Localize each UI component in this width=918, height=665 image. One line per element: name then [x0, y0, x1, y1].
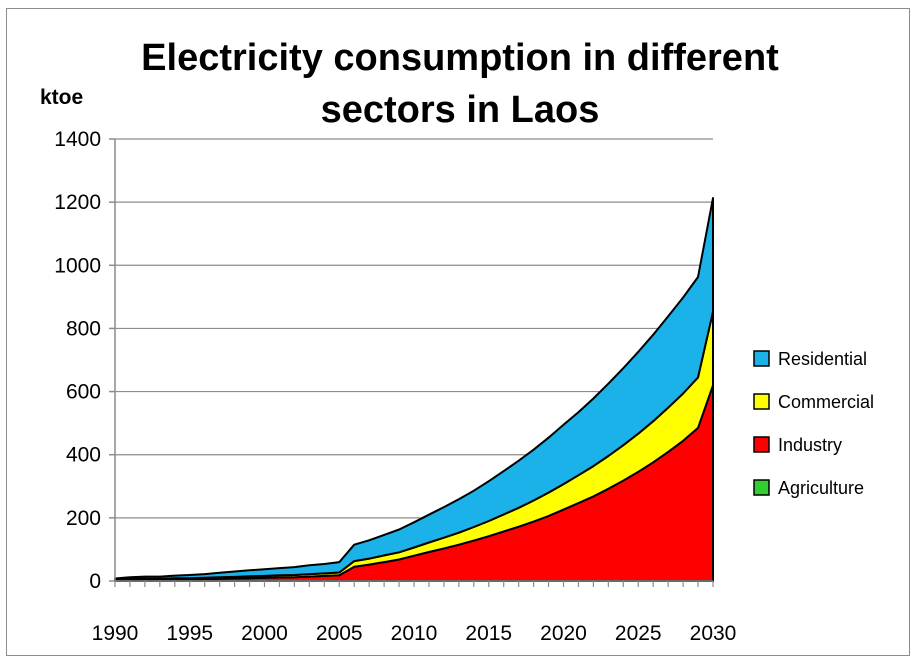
y-tick-label-1400: 1400	[54, 128, 101, 151]
y-tick-label-0: 0	[89, 570, 101, 593]
x-tick-label-2000: 2000	[241, 622, 288, 645]
x-tick-label-1990: 1990	[92, 622, 139, 645]
legend-swatch-residential	[753, 350, 770, 367]
y-tick-label-200: 200	[66, 507, 101, 530]
x-tick-label-2010: 2010	[391, 622, 438, 645]
legend-label-agriculture: Agriculture	[778, 478, 864, 498]
legend-swatch-industry	[753, 436, 770, 453]
x-tick-label-1995: 1995	[166, 622, 213, 645]
y-tick-label-1200: 1200	[54, 191, 101, 214]
legend-label-residential: Residential	[778, 349, 867, 369]
x-tick-label-2025: 2025	[615, 622, 662, 645]
axes	[109, 138, 714, 587]
legend-swatch-agriculture	[753, 479, 770, 496]
x-tick-labels: 1990 1995 2000 2005 2010 2015 2020 2025 2030	[92, 622, 737, 645]
x-tick-label-2015: 2015	[465, 622, 512, 645]
area-residential	[114, 197, 714, 581]
y-tick-label-600: 600	[66, 381, 101, 404]
legend: Residential Commercial Industry Agriculture	[753, 349, 874, 498]
x-tick-label-2005: 2005	[316, 622, 363, 645]
y-tick-label-1000: 1000	[54, 254, 101, 277]
legend-label-industry: Industry	[778, 435, 842, 455]
x-tick-label-2020: 2020	[540, 622, 587, 645]
y-tick-label-400: 400	[66, 444, 101, 467]
legend-label-commercial: Commercial	[778, 392, 874, 412]
legend-swatch-commercial	[753, 393, 770, 410]
y-axis-unit-label: ktoe	[40, 86, 84, 109]
chart-title: Electricity consumption in different sec…	[141, 37, 779, 131]
area-series	[114, 197, 714, 582]
y-tick-label-800: 800	[66, 317, 101, 340]
x-tick-label-2030: 2030	[690, 622, 737, 645]
y-tick-labels: 0 200 400 600 800 1000 1200 1400	[54, 128, 101, 593]
